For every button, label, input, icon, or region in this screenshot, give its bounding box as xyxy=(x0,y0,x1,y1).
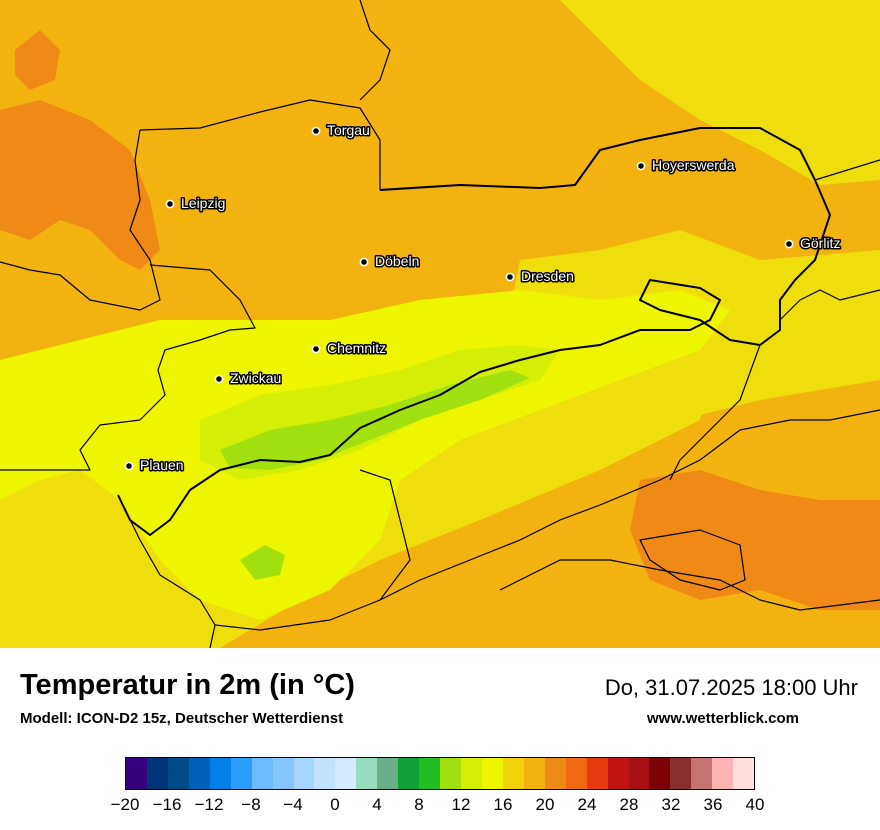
footer: Temperatur in 2m (in °C) Modell: ICON-D2… xyxy=(0,648,880,830)
border-czechia xyxy=(379,409,880,611)
temperature-map: Torgau Hoyerswerda Leipzig Görlitz Döbeln Dre… xyxy=(0,0,880,648)
legend-swatch xyxy=(356,758,378,789)
legend-swatch xyxy=(377,758,399,789)
legend-swatch xyxy=(146,758,168,789)
legend-swatch xyxy=(167,758,189,789)
city-label: Plauen xyxy=(140,457,184,473)
legend-tick-label: 36 xyxy=(703,795,723,814)
model-source: Modell: ICON-D2 15z, Deutscher Wetterdie… xyxy=(20,710,344,727)
legend-tick-label: 20 xyxy=(535,795,555,814)
website-link[interactable]: www.wetterblick.com xyxy=(647,710,799,727)
city-dot xyxy=(165,199,175,209)
city-marker-torgau: Torgau xyxy=(311,121,371,140)
legend-tick-label: −8 xyxy=(241,795,261,814)
legend-tick-label: 4 xyxy=(372,795,382,814)
legend-tick-labels: −20 −16 −12 −8 −4 0 4 8 12 16 20 24 28 32 36 40 xyxy=(0,790,880,826)
temp-zone-orange-northwest xyxy=(15,30,60,90)
city-label: Zwickau xyxy=(230,370,281,386)
legend-swatch xyxy=(230,758,252,789)
city-label: Döbeln xyxy=(375,253,419,269)
city-dot xyxy=(124,461,134,471)
legend-swatch xyxy=(209,758,231,789)
temp-zone-green xyxy=(220,370,530,470)
legend-swatch xyxy=(733,758,755,789)
city-marker-dresden: Dresden xyxy=(505,267,575,286)
city-marker-plauen: Plauen xyxy=(124,456,185,475)
legend-swatch xyxy=(670,758,692,789)
city-label: Torgau xyxy=(327,122,370,138)
temp-zone-yellow-northeast xyxy=(560,0,880,185)
city-label: Dresden xyxy=(521,268,574,284)
legend-swatch xyxy=(691,758,713,789)
legend-swatch xyxy=(607,758,629,789)
city-dot xyxy=(359,257,369,267)
legend-swatch xyxy=(481,758,503,789)
city-dot xyxy=(784,239,794,249)
city-label: Görlitz xyxy=(800,235,840,251)
legend-tick-label: 40 xyxy=(745,795,765,814)
legend-tick-label: −20 xyxy=(110,795,140,814)
legend-tick-label: 8 xyxy=(414,795,424,814)
legend-swatch xyxy=(461,758,482,789)
legend-swatch xyxy=(712,758,734,789)
legend-tick-label: 24 xyxy=(577,795,597,814)
city-dot xyxy=(636,161,646,171)
legend-tick-label: −12 xyxy=(194,795,224,814)
color-legend xyxy=(125,757,755,790)
border-bavaria xyxy=(117,469,411,648)
legend-tick-label: 28 xyxy=(619,795,639,814)
city-marker-hoyerswerda: Hoyerswerda xyxy=(636,156,736,175)
city-label: Chemnitz xyxy=(327,340,386,356)
forecast-datetime: Do, 31.07.2025 18:00 Uhr xyxy=(604,675,858,700)
border-thuringia xyxy=(0,264,256,471)
legend-swatch xyxy=(544,758,566,789)
legend-tick-label: 32 xyxy=(661,795,681,814)
city-marker-leipzig: Leipzig xyxy=(165,194,227,213)
city-marker-görlitz: Görlitz xyxy=(784,234,842,253)
temp-zone-lightyellow xyxy=(0,290,730,620)
legend-swatch xyxy=(628,758,650,789)
temp-zone-orange-west xyxy=(0,100,160,270)
legend-tick-label: 16 xyxy=(493,795,513,814)
legend-swatch xyxy=(523,758,545,789)
city-dot xyxy=(505,272,515,282)
legend-swatch xyxy=(398,758,420,789)
legend-tick-label: 12 xyxy=(451,795,471,814)
state-border-saxony xyxy=(117,127,831,536)
city-marker-zwickau: Zwickau xyxy=(214,369,283,388)
legend-swatch xyxy=(293,758,315,789)
legend-swatch xyxy=(419,758,441,789)
legend-swatch xyxy=(586,758,608,789)
city-label: Hoyerswerda xyxy=(652,157,735,173)
legend-swatch xyxy=(314,758,336,789)
legend-swatch xyxy=(565,758,587,789)
legend-swatch xyxy=(251,758,273,789)
legend-tick-label: 0 xyxy=(330,795,340,814)
legend-swatch xyxy=(335,758,357,789)
legend-swatch xyxy=(188,758,210,789)
legend-swatch xyxy=(126,758,147,789)
city-dot xyxy=(311,126,321,136)
city-dot xyxy=(311,344,321,354)
city-dot xyxy=(214,374,224,384)
city-marker-döbeln: Döbeln xyxy=(359,252,421,271)
legend-tick-label: −16 xyxy=(152,795,182,814)
border-sachsen-anhalt xyxy=(0,99,381,311)
legend-swatch xyxy=(502,758,524,789)
border-poland xyxy=(669,159,880,481)
map-title: Temperatur in 2m (in °C) xyxy=(20,669,355,701)
legend-tick-label: −4 xyxy=(283,795,303,814)
legend-swatch xyxy=(272,758,294,789)
city-marker-chemnitz: Chemnitz xyxy=(311,339,388,358)
city-label: Leipzig xyxy=(181,195,225,211)
border-north xyxy=(359,0,391,101)
legend-swatch xyxy=(649,758,671,789)
temp-zone-green-ore xyxy=(240,545,285,580)
legend-swatch xyxy=(440,758,461,789)
